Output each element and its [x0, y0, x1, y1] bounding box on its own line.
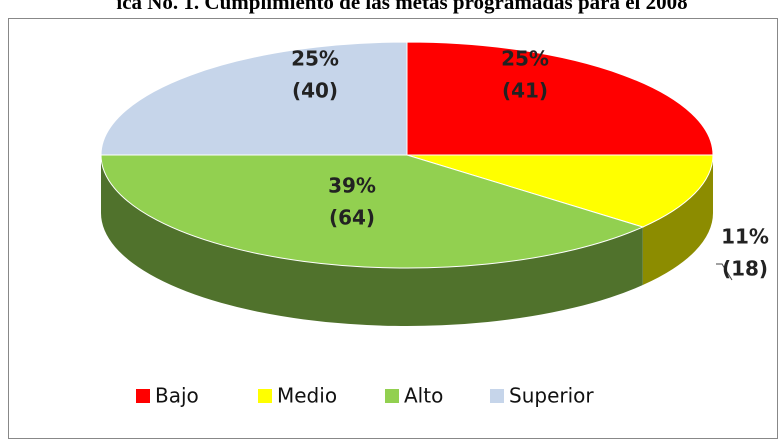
data-label: (64) — [329, 206, 375, 230]
slice — [100, 154, 645, 269]
data-label: (18) — [722, 257, 768, 281]
leader-line — [716, 263, 733, 281]
legend-swatch — [385, 389, 399, 403]
slice — [406, 154, 714, 228]
data-label: 11% — [721, 225, 769, 249]
legend-swatch — [136, 389, 150, 403]
slice-side — [642, 155, 713, 286]
chart-title: ica No. 1. Cumplimiento de las metas pro… — [116, 0, 687, 14]
data-label: (40) — [292, 79, 338, 103]
slice — [100, 41, 408, 156]
data-label: (41) — [502, 79, 548, 103]
legend-label: Superior — [509, 384, 594, 408]
legend-label: Alto — [404, 384, 443, 408]
slice — [406, 41, 714, 156]
legend-swatch — [490, 389, 504, 403]
data-label: 25% — [291, 47, 339, 71]
data-label: 25% — [501, 47, 549, 71]
legend-label: Medio — [277, 384, 337, 408]
data-label: 39% — [328, 174, 376, 198]
legend-swatch — [258, 389, 272, 403]
legend-label: Bajo — [155, 384, 199, 408]
slice-side — [101, 155, 643, 326]
